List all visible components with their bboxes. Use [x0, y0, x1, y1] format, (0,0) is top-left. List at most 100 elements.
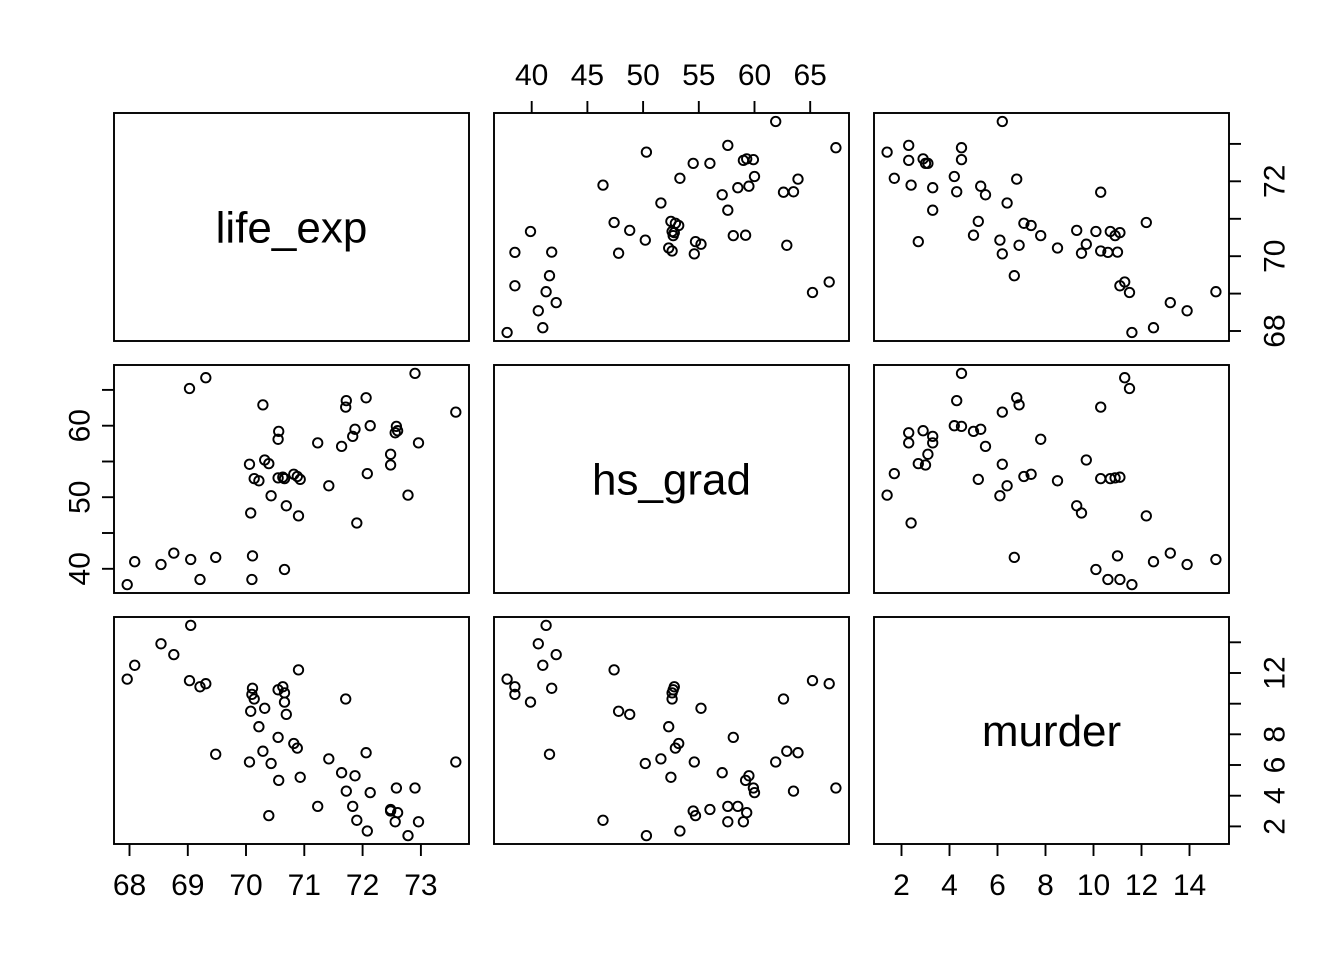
data-point	[243, 756, 256, 768]
data-point	[1011, 392, 1023, 404]
data-point	[1126, 578, 1138, 591]
data-point	[830, 142, 842, 154]
data-point	[722, 204, 734, 216]
bottom-axis-life_exp: 68 69 70 71 72 73	[113, 844, 438, 902]
data-point	[263, 809, 275, 822]
data-point	[129, 556, 141, 568]
data-point	[1111, 246, 1124, 258]
scatter-panel-y-murder-x-life_exp	[113, 616, 470, 845]
data-point	[912, 235, 924, 248]
diag-panel-murder: murder	[873, 616, 1230, 845]
data-point	[277, 471, 289, 483]
data-point	[955, 142, 968, 154]
data-point	[881, 489, 893, 501]
axis-tick-label: 40	[515, 59, 548, 92]
data-point	[640, 829, 653, 842]
data-point	[340, 785, 352, 797]
axis-tick-label: 71	[288, 869, 321, 902]
data-point	[667, 229, 679, 242]
data-point	[546, 682, 558, 694]
axis-tick-label: 60	[64, 409, 97, 442]
data-point	[312, 800, 324, 813]
axis-tick-label: 50	[626, 59, 659, 92]
data-point	[1011, 173, 1023, 185]
data-point	[1008, 270, 1020, 282]
data-point	[1095, 472, 1107, 485]
panel-border	[493, 364, 850, 594]
data-point	[927, 204, 939, 216]
data-point	[979, 440, 992, 453]
data-point	[1051, 242, 1064, 254]
data-point	[748, 786, 761, 799]
axis-tick-label: 70	[229, 869, 262, 902]
data-point	[546, 246, 558, 258]
data-point	[1051, 475, 1064, 487]
data-point	[323, 753, 335, 765]
data-point	[543, 270, 556, 282]
data-point	[265, 490, 277, 502]
axis-tick-label: 4	[941, 869, 958, 902]
data-point	[905, 179, 917, 191]
data-point	[412, 816, 425, 828]
data-point	[1109, 472, 1121, 484]
data-point	[1181, 305, 1193, 317]
data-point	[1114, 471, 1126, 483]
data-point	[121, 673, 133, 685]
data-point	[194, 681, 206, 693]
data-point	[540, 619, 552, 632]
data-point	[888, 172, 900, 184]
data-point	[674, 825, 686, 837]
data-point	[1095, 245, 1107, 257]
data-point	[903, 437, 915, 449]
data-point	[1123, 382, 1136, 395]
data-point	[1090, 563, 1102, 576]
data-point	[361, 825, 373, 837]
data-point	[781, 239, 793, 251]
data-point	[390, 782, 403, 794]
data-point	[806, 286, 819, 299]
data-point	[1119, 372, 1131, 384]
data-point	[183, 674, 196, 687]
data-point	[280, 708, 292, 721]
data-point	[905, 517, 917, 529]
data-point	[364, 420, 376, 432]
data-point	[806, 674, 819, 687]
data-point	[1095, 401, 1107, 413]
data-point	[948, 420, 960, 432]
data-point	[273, 774, 285, 787]
data-point	[722, 139, 734, 152]
data-point	[278, 563, 291, 576]
data-point	[540, 286, 552, 298]
axis-tick-label: 2	[893, 869, 910, 902]
data-point	[1001, 197, 1013, 209]
data-point	[903, 139, 915, 152]
data-point	[391, 806, 404, 819]
data-point	[695, 702, 707, 714]
data-point	[922, 448, 934, 460]
data-point	[624, 708, 636, 721]
data-point	[770, 756, 782, 768]
data-point	[1111, 550, 1124, 562]
data-point	[1008, 551, 1020, 564]
data-point	[168, 547, 180, 559]
data-point	[663, 721, 675, 733]
data-point	[409, 367, 421, 380]
data-point	[257, 399, 269, 411]
variable-label-hs_grad: hs_grad	[592, 455, 751, 504]
data-point	[450, 756, 462, 768]
panel-border	[493, 112, 850, 342]
data-point	[673, 219, 685, 232]
axis-tick-label: 69	[171, 869, 204, 902]
data-point	[335, 767, 348, 779]
data-point	[674, 172, 686, 184]
data-point	[770, 115, 782, 128]
data-point	[335, 440, 348, 453]
data-point	[792, 173, 804, 185]
data-point	[1025, 468, 1037, 480]
data-point	[1123, 286, 1136, 299]
data-point	[185, 619, 197, 632]
data-point	[509, 688, 521, 701]
axis-tick-label: 40	[64, 552, 97, 585]
data-point	[200, 678, 212, 690]
